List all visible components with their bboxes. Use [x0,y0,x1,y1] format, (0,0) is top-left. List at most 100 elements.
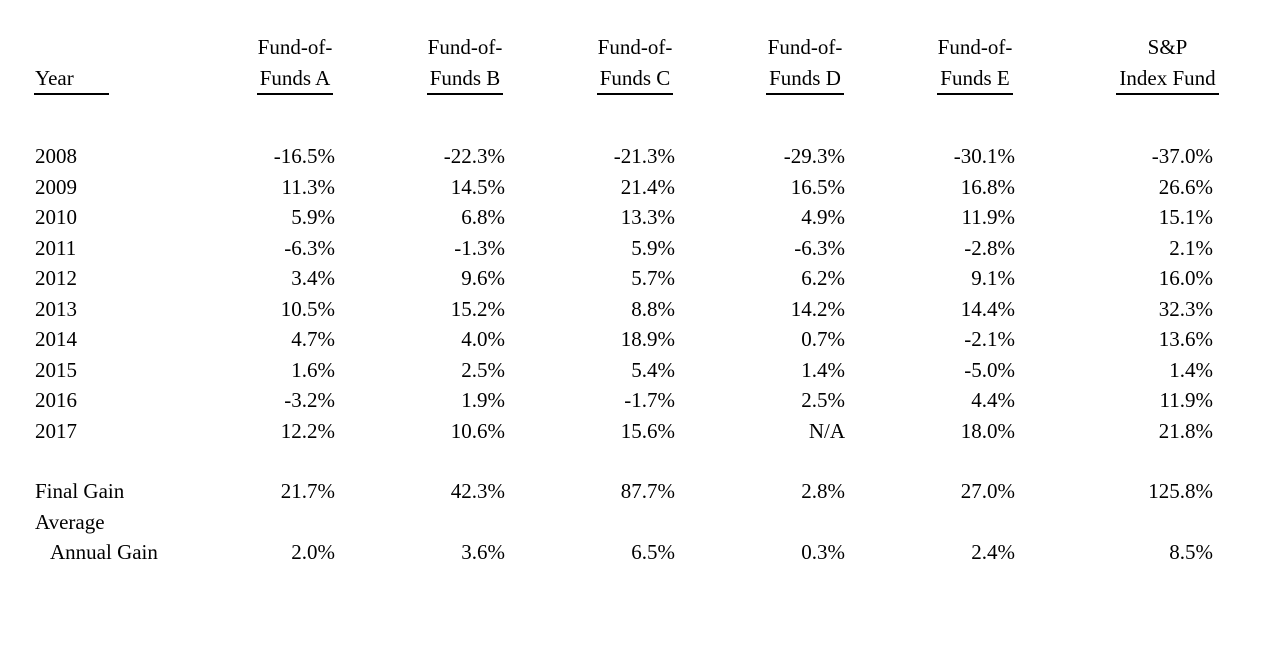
table-row-2009: 2009 11.3% 14.5% 21.4% 16.5% 16.8% 26.6% [0,172,1245,203]
cell-fund-a: 10.5% [280,296,335,321]
cell-fund-d: 14.2% [790,296,845,321]
fund-c-header-line2: Funds C [596,63,674,95]
cell-sp-index: 15.1% [1158,205,1213,229]
cell-fund-e: -5.0% [964,357,1015,382]
fund-c-header-line1: Fund-of- [597,35,673,59]
cell-fund-b: 9.6% [461,266,505,290]
cell-fund-e: 9.1% [971,266,1015,290]
cell-fund-d: -29.3% [783,144,845,168]
spacer-row [0,95,1245,141]
table-row-2016: 2016 -3.2% 1.9% -1.7% 2.5% 4.4% 11.9% [0,385,1245,416]
fund-d-header-line2: Funds D [766,63,844,95]
cell-fund-a: 2.0% [291,540,335,564]
fund-a-header-line1: Fund-of- [257,35,333,59]
column-header-fund-b: Fund-of- Funds B [380,32,550,95]
row-label-year: 2009 [35,174,77,199]
row-label-year: 2010 [35,205,77,229]
cell-sp-index: 32.3% [1158,296,1213,321]
cell-fund-d: 6.2% [801,266,845,290]
final-gain-label: Final Gain [35,479,125,503]
row-label-year: 2015 [35,357,77,382]
cell-fund-e: 27.0% [960,479,1015,503]
cell-fund-c: 15.6% [620,418,675,443]
cell-fund-b: 14.5% [450,174,505,199]
header-row: Year Fund-of- Funds A Fund-of- Funds B F… [0,32,1245,95]
row-label-year: 2008 [35,144,77,168]
cell-fund-c: -21.3% [613,144,675,168]
cell-fund-d: 0.7% [801,327,845,351]
cell-fund-c: 6.5% [631,540,675,564]
cell-fund-d: 4.9% [801,205,845,229]
fund-b-header-line2: Funds B [426,63,504,95]
cell-fund-b: -1.3% [454,235,505,260]
sp-header-line2: Index Fund [1116,63,1219,95]
cell-fund-a: -16.5% [273,144,335,168]
cell-sp-index: 1.4% [1169,357,1213,382]
column-header-year: Year [0,32,210,95]
final-gain-row: Final Gain 21.7% 42.3% 87.7% 2.8% 27.0% … [0,476,1245,507]
cell-fund-b: -22.3% [443,144,505,168]
row-label-year: 2017 [35,418,77,443]
row-label-year: 2013 [35,296,77,321]
table-row-2017: 2017 12.2% 10.6% 15.6% N/A 18.0% 21.8% [0,416,1245,447]
sp-header-line1: S&P [1147,35,1188,59]
fund-e-header-line2: Funds E [937,63,1013,95]
cell-sp-index: 8.5% [1169,540,1213,564]
cell-fund-d: 16.5% [790,174,845,199]
cell-sp-index: 11.9% [1159,388,1213,412]
cell-fund-e: -30.1% [953,144,1015,168]
fund-returns-table: Year Fund-of- Funds A Fund-of- Funds B F… [0,32,1245,568]
cell-fund-c: 21.4% [620,174,675,199]
cell-fund-e: -2.1% [964,327,1015,351]
cell-fund-a: 4.7% [291,327,335,351]
cell-fund-b: 15.2% [450,296,505,321]
cell-fund-a: 3.4% [291,266,335,290]
table-row-2008: 2008 -16.5% -22.3% -21.3% -29.3% -30.1% … [0,141,1245,172]
cell-fund-b: 3.6% [461,540,505,564]
table-row-2012: 2012 3.4% 9.6% 5.7% 6.2% 9.1% 16.0% [0,263,1245,294]
fund-a-header-line2: Funds A [256,63,334,95]
cell-fund-b: 2.5% [461,357,505,382]
cell-fund-c: 87.7% [620,479,675,503]
cell-fund-c: 5.4% [631,357,675,382]
average-label: Average [35,509,105,534]
cell-fund-a: 12.2% [280,418,335,443]
fund-b-header-line1: Fund-of- [427,35,503,59]
cell-fund-c: 5.9% [631,235,675,260]
table-row-2010: 2010 5.9% 6.8% 13.3% 4.9% 11.9% 15.1% [0,202,1245,233]
cell-fund-b: 10.6% [450,418,505,443]
cell-fund-e: 14.4% [960,296,1015,321]
cell-fund-d: 2.5% [801,388,845,412]
cell-sp-index: 125.8% [1148,479,1213,503]
cell-fund-a: 11.3% [281,174,335,199]
cell-fund-d: -6.3% [794,235,845,260]
cell-fund-c: 18.9% [620,327,675,351]
cell-fund-c: 5.7% [631,266,675,290]
cell-fund-b: 6.8% [461,205,505,229]
cell-fund-e: 11.9% [961,205,1015,229]
cell-fund-a: -6.3% [284,235,335,260]
average-label-row: Average [0,507,1245,538]
row-label-year: 2012 [35,266,77,290]
cell-fund-e: 4.4% [971,388,1015,412]
column-header-fund-a: Fund-of- Funds A [210,32,380,95]
annual-gain-label: Annual Gain [50,540,158,564]
cell-fund-a: -3.2% [284,388,335,412]
column-header-fund-e: Fund-of- Funds E [890,32,1060,95]
cell-fund-b: 1.9% [461,388,505,412]
cell-fund-d: 2.8% [801,479,845,503]
cell-fund-a: 21.7% [280,479,335,503]
cell-sp-index: 16.0% [1158,266,1213,290]
table-row-2014: 2014 4.7% 4.0% 18.9% 0.7% -2.1% 13.6% [0,324,1245,355]
cell-fund-d: N/A [808,418,845,443]
cell-sp-index: 26.6% [1158,174,1213,199]
table-row-2011: 2011 -6.3% -1.3% 5.9% -6.3% -2.8% 2.1% [0,233,1245,264]
spacer-row [0,446,1245,476]
fund-d-header-line1: Fund-of- [767,35,843,59]
cell-fund-d: 1.4% [801,357,845,382]
cell-fund-e: 16.8% [960,174,1015,199]
row-label-year: 2016 [35,388,77,412]
column-header-fund-d: Fund-of- Funds D [720,32,890,95]
fund-e-header-line1: Fund-of- [937,35,1013,59]
column-header-fund-c: Fund-of- Funds C [550,32,720,95]
